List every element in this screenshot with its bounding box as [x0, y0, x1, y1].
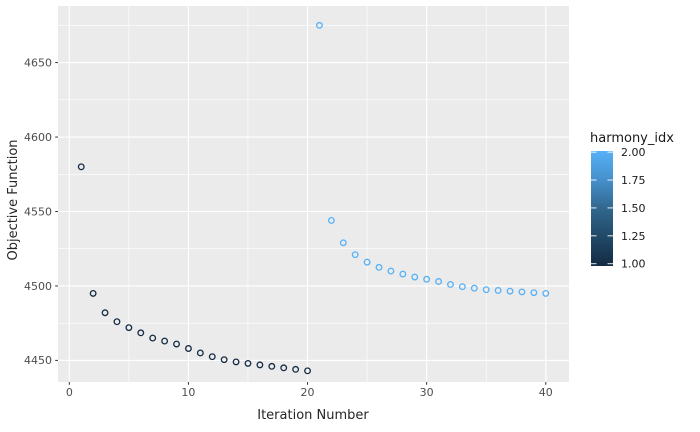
data-point: [399, 270, 407, 278]
plot-panel: [58, 6, 569, 382]
data-point: [161, 337, 169, 345]
data-point: [208, 353, 216, 361]
minor-gridlines: [58, 6, 569, 382]
legend-label: 1.75: [621, 174, 646, 187]
axis-tick-labels: 0 10 20 30 40 4450 4500 4550 4600 4650: [24, 56, 553, 399]
legend-colorbar: [591, 151, 613, 266]
data-point: [518, 288, 526, 296]
major-gridlines: [58, 6, 569, 382]
legend-label: 1.25: [621, 230, 646, 243]
data-point: [256, 361, 264, 369]
data-point: [363, 258, 371, 266]
data-point: [137, 329, 145, 337]
data-point: [125, 324, 133, 332]
y-axis-tick-label: 4500: [24, 280, 52, 293]
data-point: [268, 362, 276, 370]
data-point: [458, 283, 466, 291]
data-point: [280, 364, 288, 372]
data-point: [173, 340, 180, 348]
legend: harmony_idx 2.00 1.75 1.50 1.25 1.00: [590, 131, 674, 271]
x-axis-tick-label: 40: [539, 386, 553, 399]
data-point: [244, 359, 252, 367]
legend-colorbar-ticks: [591, 151, 613, 265]
data-point: [447, 281, 454, 288]
legend-labels: 2.00 1.75 1.50 1.25 1.00: [621, 146, 646, 271]
data-point: [232, 358, 240, 366]
panel-background: [58, 6, 569, 382]
data-point: [494, 286, 502, 294]
data-point: [220, 356, 228, 364]
data-point: [470, 284, 478, 292]
data-point: [423, 275, 431, 283]
y-axis-tick-label: 4450: [24, 354, 52, 367]
data-point: [292, 365, 300, 373]
data-point: [77, 163, 85, 171]
x-axis-title: Iteration Number: [257, 408, 369, 423]
x-axis-tick-label: 30: [420, 386, 434, 399]
y-axis-title: Objective Function: [6, 139, 21, 260]
x-axis-tick-label: 10: [181, 386, 195, 399]
data-point: [196, 349, 204, 357]
x-axis-tick-label: 20: [301, 386, 315, 399]
data-points: [77, 21, 550, 375]
legend-label: 2.00: [621, 146, 646, 159]
data-point: [316, 21, 323, 29]
data-point: [339, 239, 347, 247]
legend-label: 1.50: [621, 202, 646, 215]
legend-title: harmony_idx: [590, 131, 674, 146]
y-axis-tick-label: 4600: [24, 131, 52, 144]
data-point: [542, 289, 550, 297]
data-point: [482, 286, 490, 294]
x-axis-tick-label: 0: [66, 386, 73, 399]
data-point: [530, 289, 538, 297]
data-point: [113, 318, 121, 326]
data-point: [327, 216, 335, 224]
data-point: [89, 289, 97, 297]
data-point: [304, 367, 311, 375]
y-axis-tick-label: 4650: [24, 56, 52, 69]
data-point: [506, 287, 514, 295]
data-point: [435, 278, 443, 285]
data-point: [411, 273, 419, 281]
legend-label: 1.00: [621, 258, 646, 271]
data-point: [387, 267, 395, 275]
data-point: [375, 263, 383, 271]
y-axis-tick-label: 4550: [24, 205, 52, 218]
data-point: [351, 251, 359, 259]
data-point: [149, 334, 157, 342]
axis-tick-marks: [55, 62, 547, 385]
data-point: [184, 345, 192, 352]
data-point: [101, 309, 109, 317]
